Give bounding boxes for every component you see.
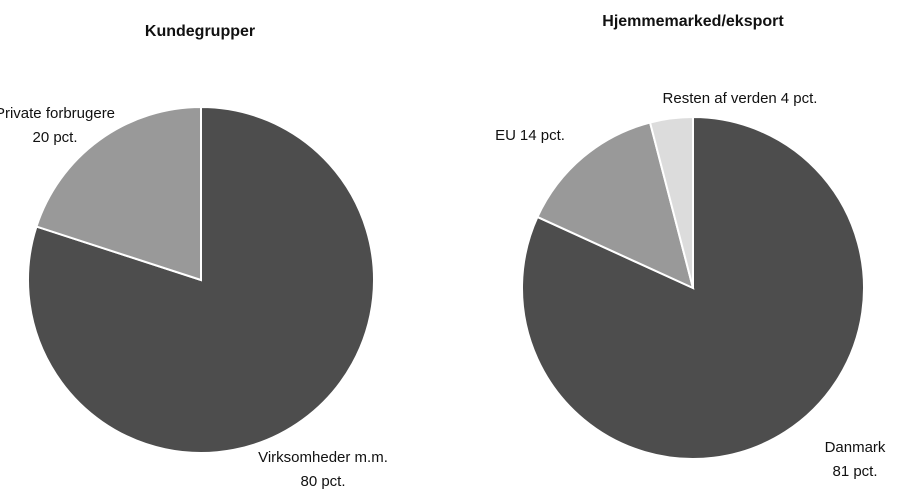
slice-label: Private forbrugere 20 pct. — [0, 105, 115, 146]
pie-slice — [648, 115, 694, 289]
slice-value: 4 pct. — [781, 90, 818, 107]
slice-label: Danmark 81 pct. — [825, 439, 886, 480]
pie-slice — [35, 105, 202, 282]
slice-category: Danmark — [825, 439, 886, 456]
slice-value: 14 pct. — [520, 127, 565, 144]
pie-slice — [536, 121, 695, 290]
slice-value: 20 pct. — [32, 129, 77, 146]
slice-value: 81 pct. — [832, 463, 877, 480]
slice-category: Private forbrugere — [0, 105, 115, 122]
slice-label: Virksomheder m.m. 80 pct. — [258, 449, 388, 490]
slice-label: EU 14 pct. — [495, 127, 565, 144]
slice-value: 80 pct. — [300, 473, 345, 490]
slice-category: Resten af verden — [663, 90, 777, 107]
chart-title: Hjemmemarked/eksport — [602, 13, 784, 30]
slice-label: Resten af verden 4 pct. — [663, 90, 818, 107]
slice-category: Virksomheder m.m. — [258, 449, 388, 466]
slice-category: EU — [495, 127, 516, 144]
chart-title: Kundegrupper — [145, 23, 255, 40]
